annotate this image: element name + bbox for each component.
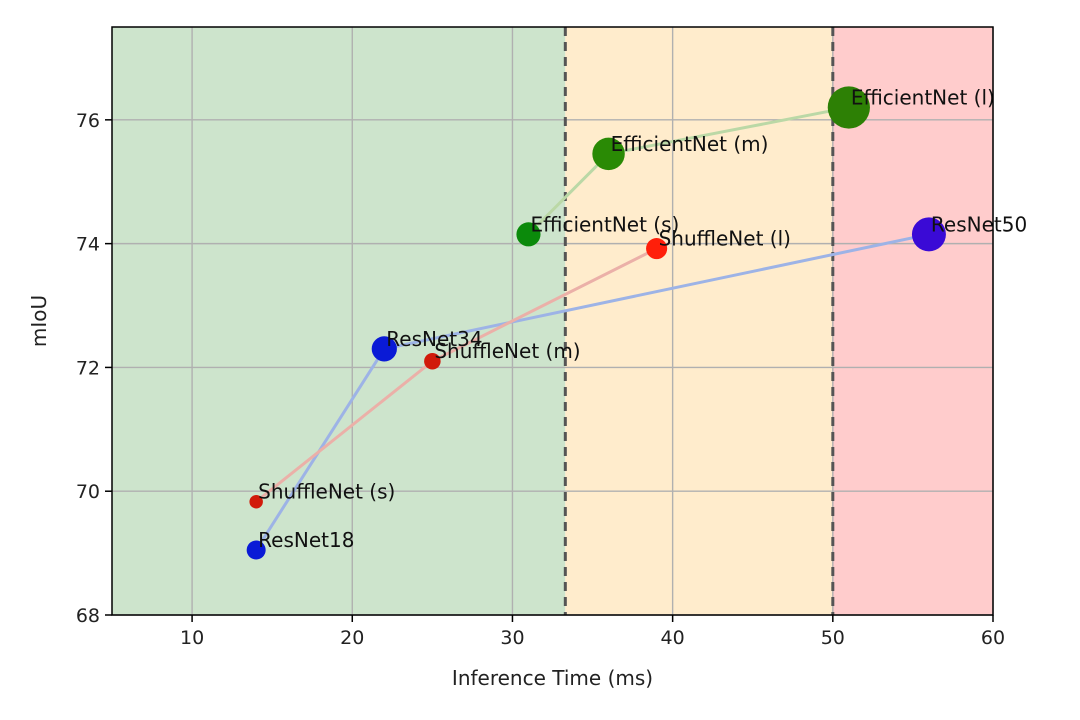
y-tick-label: 72 [76, 357, 100, 379]
label-efficientnet-l: EfficientNet (l) [851, 85, 995, 109]
y-tick-label: 68 [76, 605, 100, 627]
label-efficientnet-m: EfficientNet (m) [611, 132, 769, 156]
point-resnet18 [246, 540, 266, 560]
label-resnet50: ResNet50 [931, 212, 1027, 236]
y-tick-label: 70 [76, 481, 100, 503]
x-tick-label: 40 [661, 627, 685, 649]
point-shufflenet-l [646, 238, 668, 260]
x-tick-label: 50 [821, 627, 845, 649]
region-1 [565, 27, 833, 615]
threshold-lines [563, 27, 835, 615]
y-tick-label: 74 [76, 234, 100, 256]
data-points [246, 86, 946, 560]
label-resnet34: ResNet34 [386, 327, 482, 351]
axis-ticks: 10 20 30 40 50 60 68 70 72 74 76 [76, 110, 1005, 649]
point-efficientnet-l [827, 86, 870, 129]
point-resnet34 [371, 336, 397, 362]
point-efficientnet-m [592, 137, 625, 171]
label-efficientnet-s: EfficientNet (s) [530, 212, 679, 236]
label-shufflenet-s: ShuffleNet (s) [258, 480, 395, 504]
background-regions [112, 27, 993, 615]
label-shufflenet-m: ShuffleNet (m) [434, 339, 580, 363]
point-shufflenet-m [424, 352, 441, 370]
region-0 [112, 27, 566, 615]
x-tick-label: 30 [500, 627, 524, 649]
label-resnet18: ResNet18 [258, 528, 354, 552]
x-axis-title: Inference Time (ms) [452, 666, 653, 690]
point-shufflenet-s [249, 494, 263, 509]
plot-frame [111, 26, 994, 616]
x-tick-label: 20 [340, 627, 364, 649]
point-labels: ResNet18 ResNet34 ResNet50 ShuffleNet (s) Sh… [258, 85, 1027, 552]
label-shufflenet-l: ShuffleNet (l) [659, 227, 791, 251]
x-tick-label: 60 [981, 627, 1005, 649]
point-efficientnet-s [516, 222, 541, 247]
y-tick-label: 76 [76, 110, 100, 132]
x-tick-label: 10 [180, 627, 204, 649]
point-resnet50 [911, 217, 946, 252]
y-axis-title: mIoU [27, 295, 51, 347]
